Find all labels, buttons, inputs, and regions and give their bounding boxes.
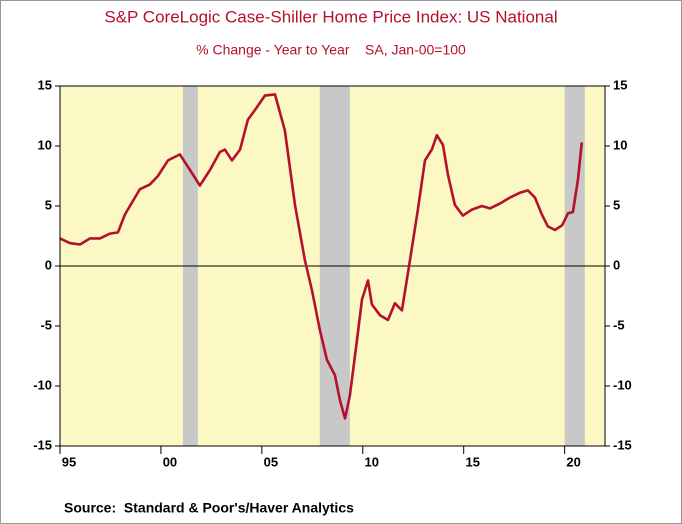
y-tick-label: 5 [45, 197, 52, 212]
x-tick-label: 00 [163, 454, 177, 469]
source-note: Source: Standard & Poor's/Haver Analytic… [64, 500, 354, 516]
y-tick-label-right: 10 [613, 137, 627, 152]
x-tick-label: 05 [264, 454, 278, 469]
y-tick-label: 15 [38, 77, 52, 92]
y-tick-label: 10 [38, 137, 52, 152]
chart-title: S&P CoreLogic Case-Shiller Home Price In… [104, 7, 557, 26]
y-tick-label: -10 [33, 377, 52, 392]
y-tick-label-right: 5 [613, 197, 620, 212]
y-tick-label: 0 [45, 257, 52, 272]
x-tick-label: 15 [465, 454, 479, 469]
y-tick-label-right: -15 [613, 437, 632, 452]
y-tick-label-right: -5 [613, 317, 625, 332]
chart-subtitle: % Change - Year to Year SA, Jan-00=100 [196, 42, 466, 58]
y-tick-label: -5 [40, 317, 52, 332]
plot-border [59, 85, 606, 447]
y-tick-label-right: 15 [613, 77, 627, 92]
x-tick-label: 95 [62, 454, 76, 469]
series-line [59, 93, 584, 420]
y-tick-label-right: -10 [613, 377, 632, 392]
y-tick-label-right: 0 [613, 257, 620, 272]
y-tick-label: -15 [33, 437, 52, 452]
x-tick-label: 10 [365, 454, 379, 469]
x-tick-label: 20 [566, 454, 580, 469]
